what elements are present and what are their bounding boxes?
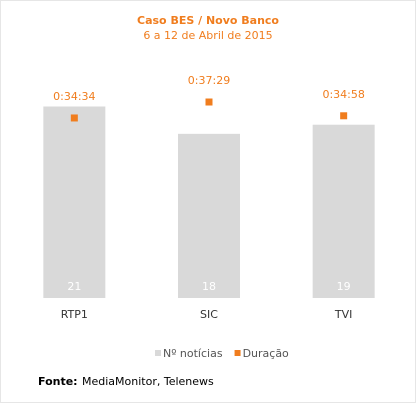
legend-swatch [234, 350, 241, 356]
bar [312, 124, 375, 298]
point [340, 112, 348, 120]
legend-label: Nº notícias [163, 347, 223, 360]
x-tick-label: SIC [200, 308, 218, 321]
bar-value-label: 18 [202, 280, 216, 293]
bar [43, 106, 106, 298]
x-tick-label: TVI [334, 308, 353, 321]
chart-title: Caso BES / Novo Banco [137, 14, 279, 27]
source-label: Fonte: [38, 375, 78, 388]
point-value-label: 0:34:58 [322, 88, 364, 101]
point-value-label: 0:37:29 [188, 74, 230, 87]
bar-value-label: 19 [337, 280, 351, 293]
point [70, 114, 78, 122]
bar-value-label: 21 [67, 280, 81, 293]
x-tick-label: RTP1 [61, 308, 88, 321]
legend-label: Duração [243, 347, 289, 360]
point-value-label: 0:34:34 [53, 90, 95, 103]
source-text: MediaMonitor, Telenews [82, 375, 214, 388]
bar [178, 133, 240, 298]
chart-subtitle: 6 a 12 de Abril de 2015 [143, 29, 272, 42]
point [205, 98, 213, 106]
legend-swatch [155, 350, 161, 356]
